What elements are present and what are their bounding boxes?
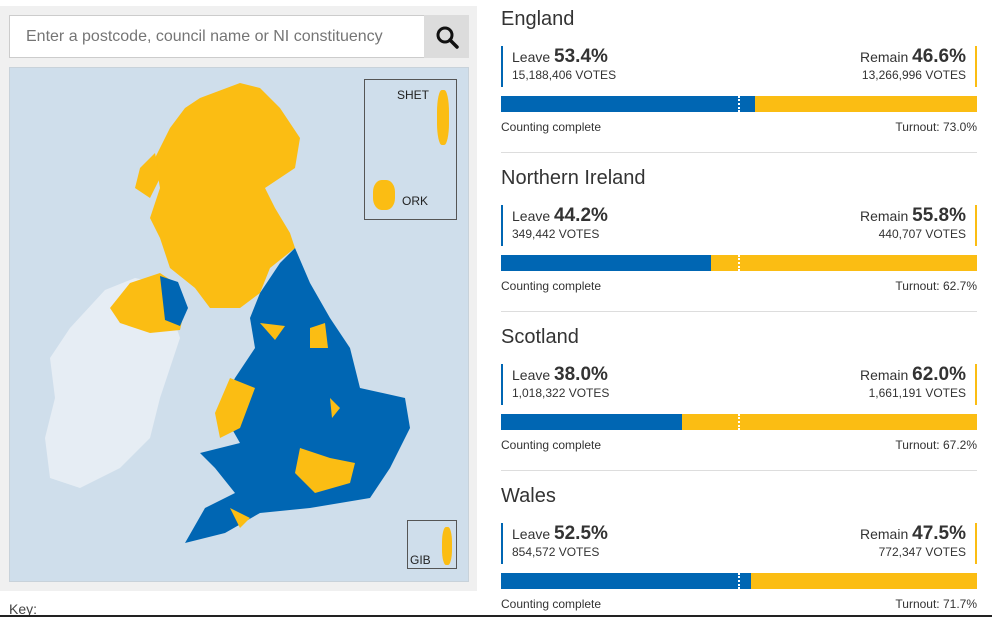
remain-result: Remain 55.8% 440,707 VOTES — [860, 205, 977, 246]
leave-result: Leave 44.2% 349,442 VOTES — [501, 205, 608, 246]
turnout: Turnout: 73.0% — [895, 120, 977, 134]
leave-label: Leave — [512, 367, 551, 383]
remain-percent: 62.0% — [912, 364, 966, 385]
region-result-scotland: Scotland Leave 38.0% 1,018,322 VOTES Rema… — [501, 318, 977, 477]
key-label: Key: — [9, 601, 38, 617]
fifty-percent-marker — [738, 414, 740, 430]
leave-result: Leave 38.0% 1,018,322 VOTES — [501, 364, 609, 405]
search-input[interactable] — [9, 15, 425, 58]
result-bar — [501, 96, 977, 112]
leave-percent: 44.2% — [554, 205, 608, 226]
count-status: Counting complete — [501, 120, 602, 134]
remain-votes: 13,266,996 VOTES — [861, 68, 966, 82]
turnout: Turnout: 71.7% — [895, 597, 977, 611]
remain-percent: 47.5% — [912, 523, 966, 544]
leave-percent: 53.4% — [554, 46, 608, 67]
shetland-label: SHET — [397, 88, 430, 102]
leave-votes: 1,018,322 VOTES — [512, 386, 610, 400]
england-wales-shape — [185, 248, 410, 543]
count-status: Counting complete — [501, 438, 602, 452]
western-isles-shape — [135, 153, 160, 198]
result-bar — [501, 414, 977, 430]
leave-result: Leave 53.4% 15,188,406 VOTES — [501, 46, 616, 87]
remain-result: Remain 46.6% 13,266,996 VOTES — [860, 46, 977, 87]
fifty-percent-marker — [738, 96, 740, 112]
uk-results-map[interactable]: SHET ORK GIB — [9, 67, 469, 582]
leave-votes: 15,188,406 VOTES — [512, 68, 617, 82]
leave-percent: 52.5% — [554, 523, 608, 544]
region-title: England — [501, 8, 575, 30]
fifty-percent-marker — [738, 573, 740, 589]
remain-votes: 1,661,191 VOTES — [868, 386, 966, 400]
region-title: Northern Ireland — [501, 167, 646, 189]
remain-result: Remain 47.5% 772,347 VOTES — [860, 523, 977, 564]
region-result-northern-ireland: Northern Ireland Leave 44.2% 349,442 VOTE… — [501, 159, 977, 318]
region-title: Scotland — [501, 326, 579, 348]
remain-label: Remain — [859, 367, 909, 383]
map-panel: SHET ORK GIB — [0, 6, 477, 591]
leave-bar-fill — [501, 96, 756, 112]
leave-label: Leave — [512, 526, 551, 542]
count-status: Counting complete — [501, 597, 602, 611]
leave-label: Leave — [512, 49, 551, 65]
region-title: Wales — [501, 485, 556, 507]
leave-votes: 854,572 VOTES — [512, 545, 600, 559]
leave-bar-fill — [501, 573, 751, 589]
divider — [501, 470, 977, 471]
remain-label: Remain — [859, 526, 909, 542]
leave-label: Leave — [512, 208, 551, 224]
orkney-label: ORK — [402, 194, 429, 208]
leave-bar-fill — [501, 414, 682, 430]
leave-percent: 38.0% — [554, 364, 608, 385]
region-result-wales: Wales Leave 52.5% 854,572 VOTES Remain 47… — [501, 477, 977, 636]
gibraltar-label: GIB — [410, 553, 431, 567]
turnout: Turnout: 62.7% — [895, 279, 977, 293]
remain-percent: 46.6% — [912, 46, 966, 67]
leave-votes: 349,442 VOTES — [512, 227, 600, 241]
scotland-shape — [150, 83, 300, 308]
remain-label: Remain — [859, 208, 909, 224]
remain-result: Remain 62.0% 1,661,191 VOTES — [860, 364, 977, 405]
turnout: Turnout: 67.2% — [895, 438, 977, 452]
search-button[interactable] — [424, 15, 469, 58]
remain-votes: 772,347 VOTES — [878, 545, 966, 559]
shetland-orkney-inset[interactable]: SHET ORK — [364, 79, 457, 220]
divider — [501, 152, 977, 153]
fifty-percent-marker — [738, 255, 740, 271]
map-shapes — [45, 83, 410, 543]
search-icon — [436, 26, 459, 49]
leave-bar-fill — [501, 255, 712, 271]
divider — [0, 615, 992, 617]
result-bar — [501, 255, 977, 271]
count-status: Counting complete — [501, 279, 602, 293]
remain-percent: 55.8% — [912, 205, 966, 226]
remain-label: Remain — [859, 49, 909, 65]
remain-votes: 440,707 VOTES — [878, 227, 966, 241]
result-bar — [501, 573, 977, 589]
leave-result: Leave 52.5% 854,572 VOTES — [501, 523, 608, 564]
region-result-england: England Leave 53.4% 15,188,406 VOTES Rema… — [501, 0, 977, 159]
gibraltar-inset[interactable]: GIB — [407, 520, 457, 569]
divider — [501, 311, 977, 312]
